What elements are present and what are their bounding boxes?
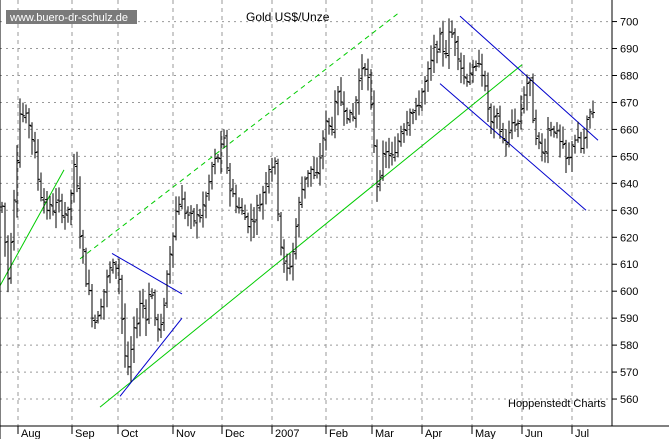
x-tick-label: Apr (425, 428, 442, 439)
watermark-box (6, 10, 137, 24)
x-axis-ticks: Aug Sep Oct Nov Dec 2007 Feb Mar Apr May Jun Jul (17, 426, 589, 439)
trendline (439, 83, 587, 211)
y-tick-label: 630 (620, 205, 638, 217)
source-credit: Hoppenstedt Charts (508, 398, 606, 410)
y-tick-label: 610 (620, 259, 638, 271)
x-tick-label: Jun (525, 428, 543, 439)
x-tick-label: May (475, 428, 496, 439)
y-tick-label: 620 (620, 232, 638, 244)
y-tick-label: 590 (620, 313, 638, 325)
y-tick-label: 600 (620, 286, 638, 298)
y-tick-label: 580 (620, 340, 638, 352)
x-tick-label: Mar (375, 428, 394, 439)
y-axis-ticks: 560 570 580 590 600 610 620 630 640 650 660 670 680 6… (612, 17, 638, 406)
y-tick-label: 640 (620, 178, 638, 190)
y-tick-label: 560 (620, 394, 638, 406)
x-tick-label: Oct (121, 428, 138, 439)
watermark: www.buero-dr-schulz.de (9, 12, 128, 24)
trendline (119, 317, 183, 397)
trendline (459, 15, 599, 141)
x-tick-label: Sep (75, 428, 95, 439)
x-tick-label: Feb (329, 428, 348, 439)
y-tick-label: 670 (620, 97, 638, 109)
price-bars (0, 18, 595, 382)
y-tick-label: 690 (620, 44, 638, 56)
trendlines (0, 13, 599, 408)
chart-title: Gold US$/Unze (246, 10, 330, 24)
x-tick-label: Dec (225, 428, 245, 439)
x-tick-label: 2007 (275, 428, 299, 439)
trendline (79, 13, 399, 260)
vertical-gridlines (17, 0, 573, 426)
y-tick-label: 660 (620, 124, 638, 136)
trendline (111, 253, 183, 295)
y-tick-label: 700 (620, 17, 638, 29)
y-tick-label: 680 (620, 70, 638, 82)
y-tick-label: 570 (620, 367, 638, 379)
x-tick-label: Nov (176, 428, 196, 439)
y-tick-label: 650 (620, 151, 638, 163)
trendline (99, 64, 523, 408)
x-tick-label: Aug (21, 428, 41, 439)
horizontal-gridlines (0, 21, 612, 400)
x-tick-label: Jul (575, 428, 589, 439)
